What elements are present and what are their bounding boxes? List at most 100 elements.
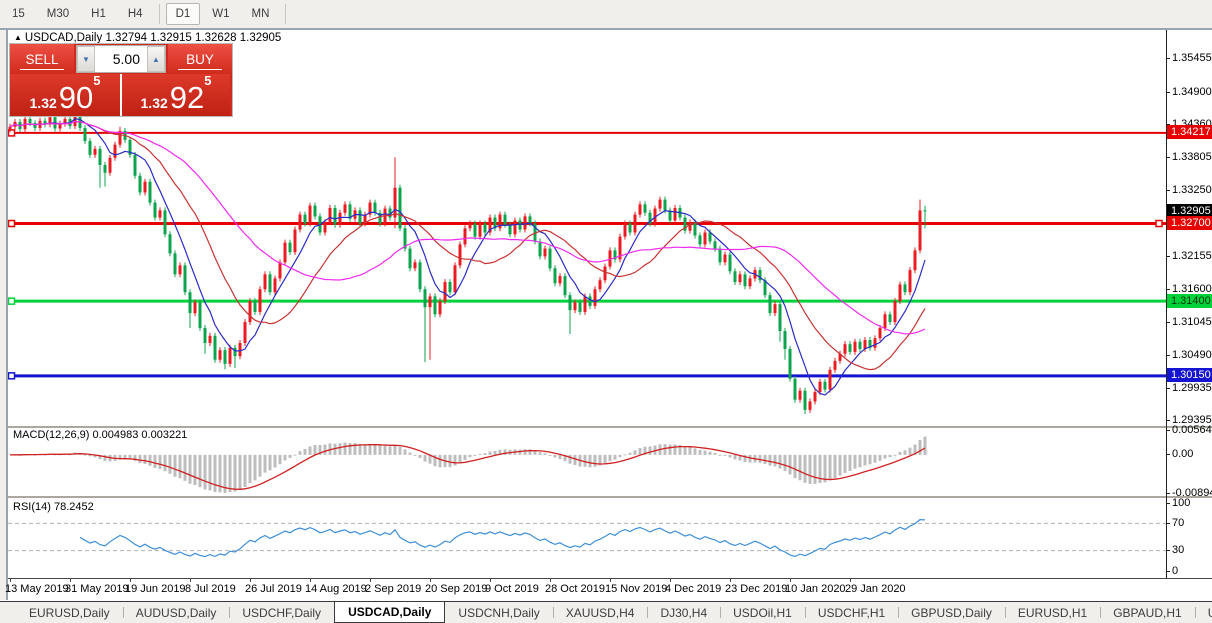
buy-price-pip: 5 [204, 73, 212, 88]
date-label: 2 Sep 2019 [365, 583, 422, 595]
volume-decrease-button[interactable]: ▼ [77, 46, 95, 72]
tab-USDCNH,Daily[interactable]: USDCNH,Daily [458, 605, 540, 620]
timeframe-toolbar: 15 M30 H1 H4 D1 W1 MN [0, 0, 1212, 28]
timeframe-button-15[interactable]: 15 [12, 8, 25, 20]
date-label: 13 May 2019 [5, 583, 69, 595]
date-label: 31 May 2019 [65, 583, 129, 595]
chart-title: ▲ USDCAD,Daily 1.32794 1.32915 1.32628 1.… [14, 32, 281, 44]
volume-input[interactable]: 5.00 [112, 51, 140, 67]
macd-values: 0.004983 0.003221 [92, 429, 188, 441]
sell-price-big: 90 [58, 80, 94, 115]
sell-price-pip: 5 [93, 73, 101, 88]
date-tick-mark [550, 579, 551, 582]
buy-price[interactable]: 1.32 92 5 [120, 74, 230, 116]
tab-USDCHF,H1[interactable]: USDCHF,H1 [804, 602, 898, 623]
sell-price-prefix: 1.32 [29, 95, 57, 111]
date-tick-mark [730, 579, 731, 582]
macd-label: MACD(12,26,9) 0.004983 0.003221 [13, 429, 187, 441]
date-label: 28 Oct 2019 [545, 583, 605, 595]
chart-symbol-label: USDCAD,Daily [24, 32, 103, 44]
macd-tick-label: 0.00 [1172, 448, 1194, 460]
macd-tick-mark [1166, 493, 1170, 494]
ma-line-mid [9, 120, 926, 371]
hline-handle[interactable] [8, 372, 16, 380]
chart-ohlc-values: 1.32794 1.32915 1.32628 1.32905 [105, 32, 282, 44]
rsi-indicator-pane [8, 498, 1166, 578]
date-label: 9 Oct 2019 [485, 583, 539, 595]
sell-button[interactable]: SELL [10, 44, 74, 74]
pane-divider[interactable] [8, 426, 1212, 428]
chart-window-left-edge [0, 30, 8, 600]
volume-increase-button[interactable]: ▲ [147, 46, 165, 72]
price-marker-label-1.31400: 1.31400 [1167, 294, 1212, 308]
buy-price-big: 92 [169, 80, 205, 115]
ma-line-fast [9, 118, 926, 396]
price-tick-mark [1166, 289, 1170, 290]
date-tick-mark [70, 579, 71, 582]
date-tick-mark [610, 579, 611, 582]
price-tick-mark [1166, 355, 1170, 356]
timeframe-button-MN[interactable]: MN [251, 8, 270, 20]
tab-GBPUSD,Daily[interactable]: GBPUSD,Daily [898, 602, 1005, 623]
tab-USDCHF,Daily[interactable]: USDCHF,Daily [229, 602, 334, 623]
tab-GBPAUD,H1[interactable]: GBPAUD,H1 [1100, 602, 1194, 623]
date-tick-mark [130, 579, 131, 582]
price-tick-label: 1.31600 [1172, 283, 1212, 295]
timeframe-button-H4[interactable]: H4 [127, 8, 143, 20]
buy-button[interactable]: BUY [168, 44, 232, 74]
macd-histogram [13, 436, 927, 494]
date-tick-mark [850, 579, 851, 582]
rsi-line [79, 518, 926, 558]
price-tick-mark [1166, 157, 1170, 158]
price-tick-mark [1166, 388, 1170, 389]
macd-tick-label: -0.008944 [1172, 487, 1212, 499]
timeframe-button-M30[interactable]: M30 [46, 8, 70, 20]
price-marker-label-1.30150: 1.30150 [1167, 368, 1212, 382]
time-axis-line [8, 578, 1212, 579]
tab-EURUSD,H1[interactable]: EURUSD,H1 [1004, 602, 1100, 623]
rsi-tick-mark [1166, 571, 1170, 572]
tab-DJ30,H4[interactable]: DJ30,H4 [647, 602, 720, 623]
macd-name: MACD(12,26,9) [13, 429, 90, 441]
macd-tick-label: 0.005646 [1172, 424, 1212, 436]
pane-divider[interactable] [8, 496, 1212, 498]
date-label: 23 Dec 2019 [725, 583, 788, 595]
symbol-collapse-arrow-icon[interactable]: ▲ [14, 33, 22, 42]
date-tick-mark [310, 579, 311, 582]
hline-handle[interactable] [8, 219, 16, 228]
date-tick-mark [790, 579, 791, 582]
tab-EURUSD,Daily[interactable]: EURUSD,Daily [29, 605, 110, 620]
price-tick-mark [1166, 256, 1170, 257]
date-label: 20 Sep 2019 [425, 583, 488, 595]
date-tick-mark [10, 579, 11, 582]
tab-XAUUSD,H4[interactable]: XAUUSD,H4 [552, 602, 648, 623]
price-marker-label-1.34217: 1.34217 [1167, 125, 1212, 139]
date-tick-mark [670, 579, 671, 582]
rsi-tick-mark [1166, 550, 1170, 551]
hline-handle[interactable] [8, 129, 16, 137]
timeframe-button-W1[interactable]: W1 [212, 8, 230, 20]
price-tick-label: 1.30490 [1172, 349, 1212, 361]
macd-signal-line [9, 444, 926, 490]
timeframe-button-D1[interactable]: D1 [165, 3, 201, 25]
rsi-tick-mark [1166, 503, 1170, 504]
sell-price[interactable]: 1.32 90 5 [10, 74, 120, 116]
date-tick-mark [490, 579, 491, 582]
rsi-label: RSI(14) 78.2452 [13, 501, 94, 513]
price-tick-label: 1.35455 [1172, 52, 1212, 64]
hline-handle[interactable] [8, 297, 16, 305]
ma-line-slow [9, 120, 926, 335]
buy-price-prefix: 1.32 [140, 95, 168, 111]
tab-USDCAD,Daily[interactable]: USDCAD,Daily [334, 602, 446, 623]
price-tick-label: 1.29935 [1172, 382, 1212, 394]
timeframe-button-H1[interactable]: H1 [91, 8, 106, 20]
price-tick-label: 1.33250 [1172, 184, 1212, 196]
price-marker-label-1.32905: 1.32905 [1167, 204, 1212, 218]
hline-handle[interactable] [1155, 219, 1163, 228]
tab-USD[interactable]: USD [1194, 602, 1212, 623]
tab-AUDUSD,Daily[interactable]: AUDUSD,Daily [122, 602, 230, 623]
rsi-tick-label: 70 [1172, 517, 1185, 529]
tab-USDOil,H1[interactable]: USDOil,H1 [720, 602, 805, 623]
price-tick-mark [1166, 92, 1170, 93]
rsi-tick-label: 30 [1172, 544, 1185, 556]
